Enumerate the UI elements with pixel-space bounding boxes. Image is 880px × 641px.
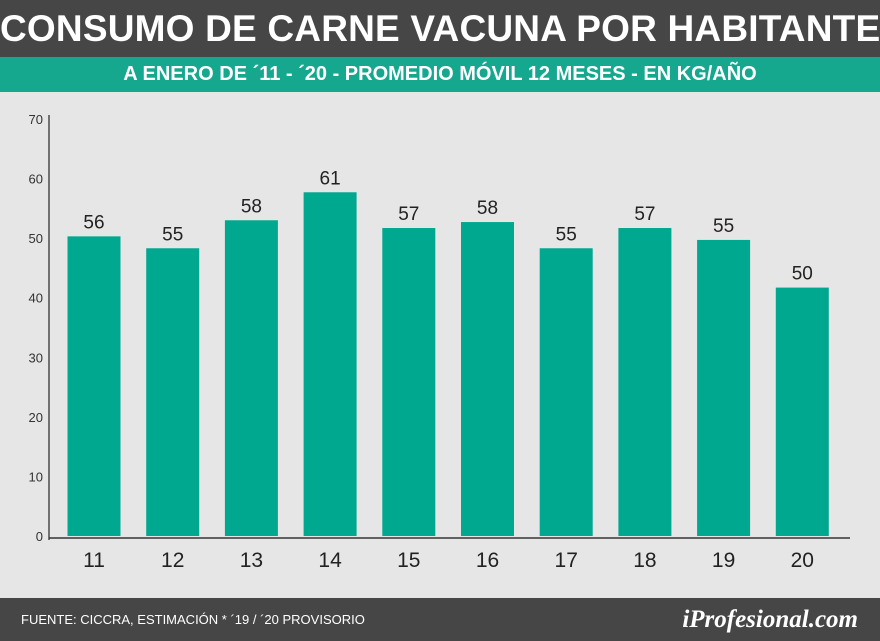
y-tick-label: 10 [29,469,43,484]
bar [618,228,672,536]
y-tick-label: 20 [29,410,43,425]
data-label: 55 [162,224,183,245]
bar [382,228,436,536]
y-tick-label: 40 [29,291,43,306]
source-note: FUENTE: CICCRA, ESTIMACIÓN * ´19 / ´20 P… [21,612,365,627]
x-tick-label: 19 [712,549,735,572]
bar [224,220,278,536]
x-tick-label: 11 [83,549,105,572]
data-label: 58 [241,196,262,217]
brand-logo: iProfesional.com [682,606,858,633]
x-tick-label: 15 [397,549,420,572]
chart-subtitle: A ENERO DE ´11 - ´20 - PROMEDIO MÓVIL 12… [123,63,757,85]
data-label: 61 [320,168,341,189]
data-label: 55 [713,216,734,237]
x-tick-label: 16 [476,549,499,572]
chart-title: CONSUMO DE CARNE VACUNA POR HABITANTE [0,8,880,49]
bar [539,248,593,536]
x-tick-label: 20 [791,549,814,572]
bar [146,248,200,536]
data-label: 57 [398,204,419,225]
data-label: 57 [634,204,655,225]
y-tick-label: 30 [29,350,43,365]
y-tick-label: 50 [29,231,43,246]
bar [461,222,514,536]
y-tick-label: 60 [29,172,43,187]
bar-chart: 0 10 20 30 40 50 60 70 56 11 55 12 58 13 61 14 57 15 58 16 5… [29,112,850,572]
y-tick-label: 0 [36,529,43,544]
x-tick-label: 12 [161,549,184,572]
bar [303,192,357,536]
bar [775,287,829,536]
footer-band [0,598,880,641]
x-tick-label: 17 [555,549,578,572]
title-band [0,0,880,57]
bar [67,236,121,536]
data-label: 56 [83,212,104,233]
data-label: 50 [792,264,813,285]
y-tick-label: 70 [29,112,43,127]
x-tick-label: 14 [318,549,342,572]
subtitle-band [0,57,880,92]
bar [697,239,751,536]
data-label: 58 [477,198,498,219]
data-label: 55 [556,224,577,245]
x-tick-label: 13 [240,549,263,572]
x-tick-label: 18 [633,549,656,572]
